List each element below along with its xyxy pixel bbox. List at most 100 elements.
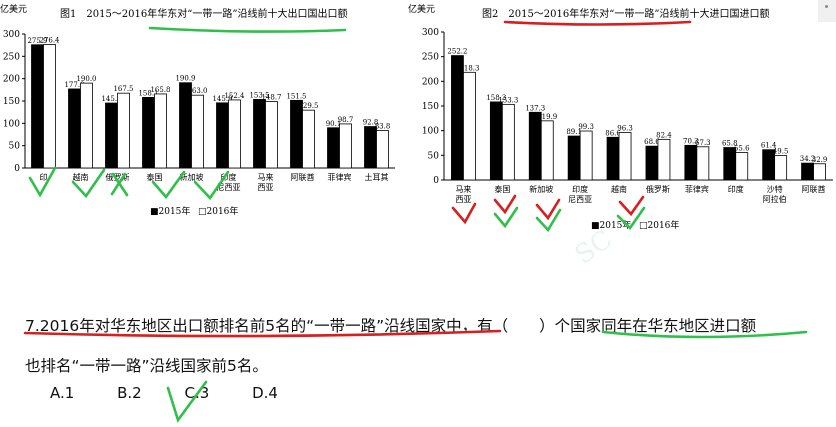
bar <box>463 71 476 181</box>
data-label: 190.0 <box>76 75 96 83</box>
data-label: 137.3 <box>525 104 545 112</box>
category-label: 马来 <box>455 185 471 194</box>
bar <box>364 126 377 169</box>
data-label: 148.7 <box>261 94 281 102</box>
data-label: 151.5 <box>286 92 306 100</box>
category-label: 新加坡 <box>180 172 204 182</box>
bar <box>567 135 581 181</box>
bar <box>451 55 464 181</box>
bar <box>657 138 671 181</box>
data-label: 49.5 <box>773 148 789 156</box>
bar <box>696 146 710 181</box>
data-label: 83.8 <box>375 123 391 131</box>
bar <box>142 96 155 169</box>
category-label: 越南 <box>611 184 627 194</box>
chart-title: 图2 2015～2016年华东对“一带一路”沿线前十大进口国进口额 <box>482 7 770 20</box>
bar <box>290 99 303 169</box>
category-label: 马来 <box>258 173 274 182</box>
category-label: 泰国 <box>147 172 163 182</box>
data-label: 92.8 <box>363 119 379 127</box>
data-label: 86.6 <box>605 129 621 137</box>
bar <box>606 136 620 181</box>
data-label: 165.8 <box>150 86 170 94</box>
data-label: 152.4 <box>224 92 245 100</box>
option-d[interactable]: D.4 <box>252 384 278 402</box>
data-label: 153.5 <box>249 91 269 99</box>
y-tick-label: 50 <box>428 151 440 161</box>
category-label: 菲律宾 <box>328 172 352 182</box>
bar <box>618 132 632 181</box>
data-label: 70.3 <box>683 137 699 145</box>
bar <box>68 88 81 169</box>
data-label: 34.2 <box>800 155 816 163</box>
more-options-icon[interactable] <box>818 0 836 22</box>
data-label: 153.3 <box>498 96 518 104</box>
bar <box>735 152 749 181</box>
bar <box>501 103 515 181</box>
category-label: 阿联酋 <box>802 184 826 194</box>
option-a[interactable]: A.1 <box>50 384 75 402</box>
option-b[interactable]: B.2 <box>117 384 142 402</box>
bar <box>645 145 659 181</box>
bar <box>327 127 340 169</box>
category-label: 印度 <box>572 184 588 194</box>
y-tick-label: 200 <box>3 75 20 85</box>
bar <box>117 92 130 169</box>
legend-item: □2016年 <box>639 219 679 231</box>
bar <box>579 130 593 181</box>
bar <box>253 99 266 169</box>
bar <box>489 101 503 181</box>
data-label: 218.3 <box>459 64 479 72</box>
question-line-2: 也排名“一带一路”沿线国家前5名。 <box>25 357 268 375</box>
bar <box>31 44 44 169</box>
legend-item: □2016年 <box>198 205 238 217</box>
option-c[interactable]: C.3 <box>184 384 210 402</box>
category-label: 土耳其 <box>365 172 389 182</box>
category-label: 俄罗斯 <box>106 172 130 182</box>
category-label: 尼西亚 <box>568 195 592 204</box>
data-label: 177.0 <box>64 81 84 89</box>
bar <box>105 102 118 169</box>
data-label: 190.9 <box>175 75 195 83</box>
bar <box>339 123 352 169</box>
chart-title: 图1 2015～2016年华东对“一带一路”沿线前十大出口国出口额 <box>60 7 348 20</box>
y-tick-label: 150 <box>3 97 20 107</box>
category-label: 泰国 <box>494 184 510 194</box>
bar <box>774 155 788 181</box>
data-label: 252.2 <box>447 48 467 56</box>
y-tick-label: 0 <box>14 164 20 174</box>
data-label: 61.4 <box>761 142 777 150</box>
unit-label: 亿美元 <box>408 3 435 15</box>
data-label: 163.0 <box>187 87 207 95</box>
category-label: 印 <box>40 173 48 182</box>
y-tick-label: 50 <box>9 142 21 152</box>
data-label: 99.3 <box>578 123 594 131</box>
legend-item: ■2015年 <box>150 205 190 217</box>
bar <box>265 101 278 169</box>
y-tick-label: 250 <box>422 53 439 63</box>
y-tick-label: 300 <box>3 30 20 40</box>
bar <box>179 82 192 169</box>
data-label: 158.3 <box>486 94 506 102</box>
category-label: 俄罗斯 <box>646 184 670 194</box>
bar <box>154 93 167 169</box>
category-label: 阿联酋 <box>291 172 315 182</box>
bar <box>528 111 542 181</box>
unit-label: 亿美元 <box>0 3 27 15</box>
data-label: 145.4 <box>101 95 122 103</box>
y-tick-label: 100 <box>3 119 20 129</box>
question-text: 7.2016年对华东地区出口额排名前5名的“一带一路”沿线国家中，有（ ）个国家… <box>25 306 825 386</box>
category-label: 印度 <box>728 184 744 194</box>
y-tick-label: 200 <box>422 77 439 87</box>
data-label: 68.6 <box>644 138 660 146</box>
export-chart: 亿美元 图1 2015～2016年华东对“一带一路”沿线前十大出口国出口额 0 50 1… <box>0 3 395 217</box>
import-chart: 亿美元 图2 2015～2016年华东对“一带一路”沿线前十大进口国进口额 0 50 1… <box>408 3 833 231</box>
bar <box>43 44 56 169</box>
data-label: 32.9 <box>812 156 828 164</box>
answer-options: A.1 B.2 C.3 D.4 <box>50 384 316 402</box>
category-label: 沙特 <box>767 184 783 194</box>
bar <box>216 102 229 169</box>
data-label: 55.6 <box>734 145 750 153</box>
data-label: 158.1 <box>138 89 158 97</box>
y-tick-label: 100 <box>422 127 439 137</box>
